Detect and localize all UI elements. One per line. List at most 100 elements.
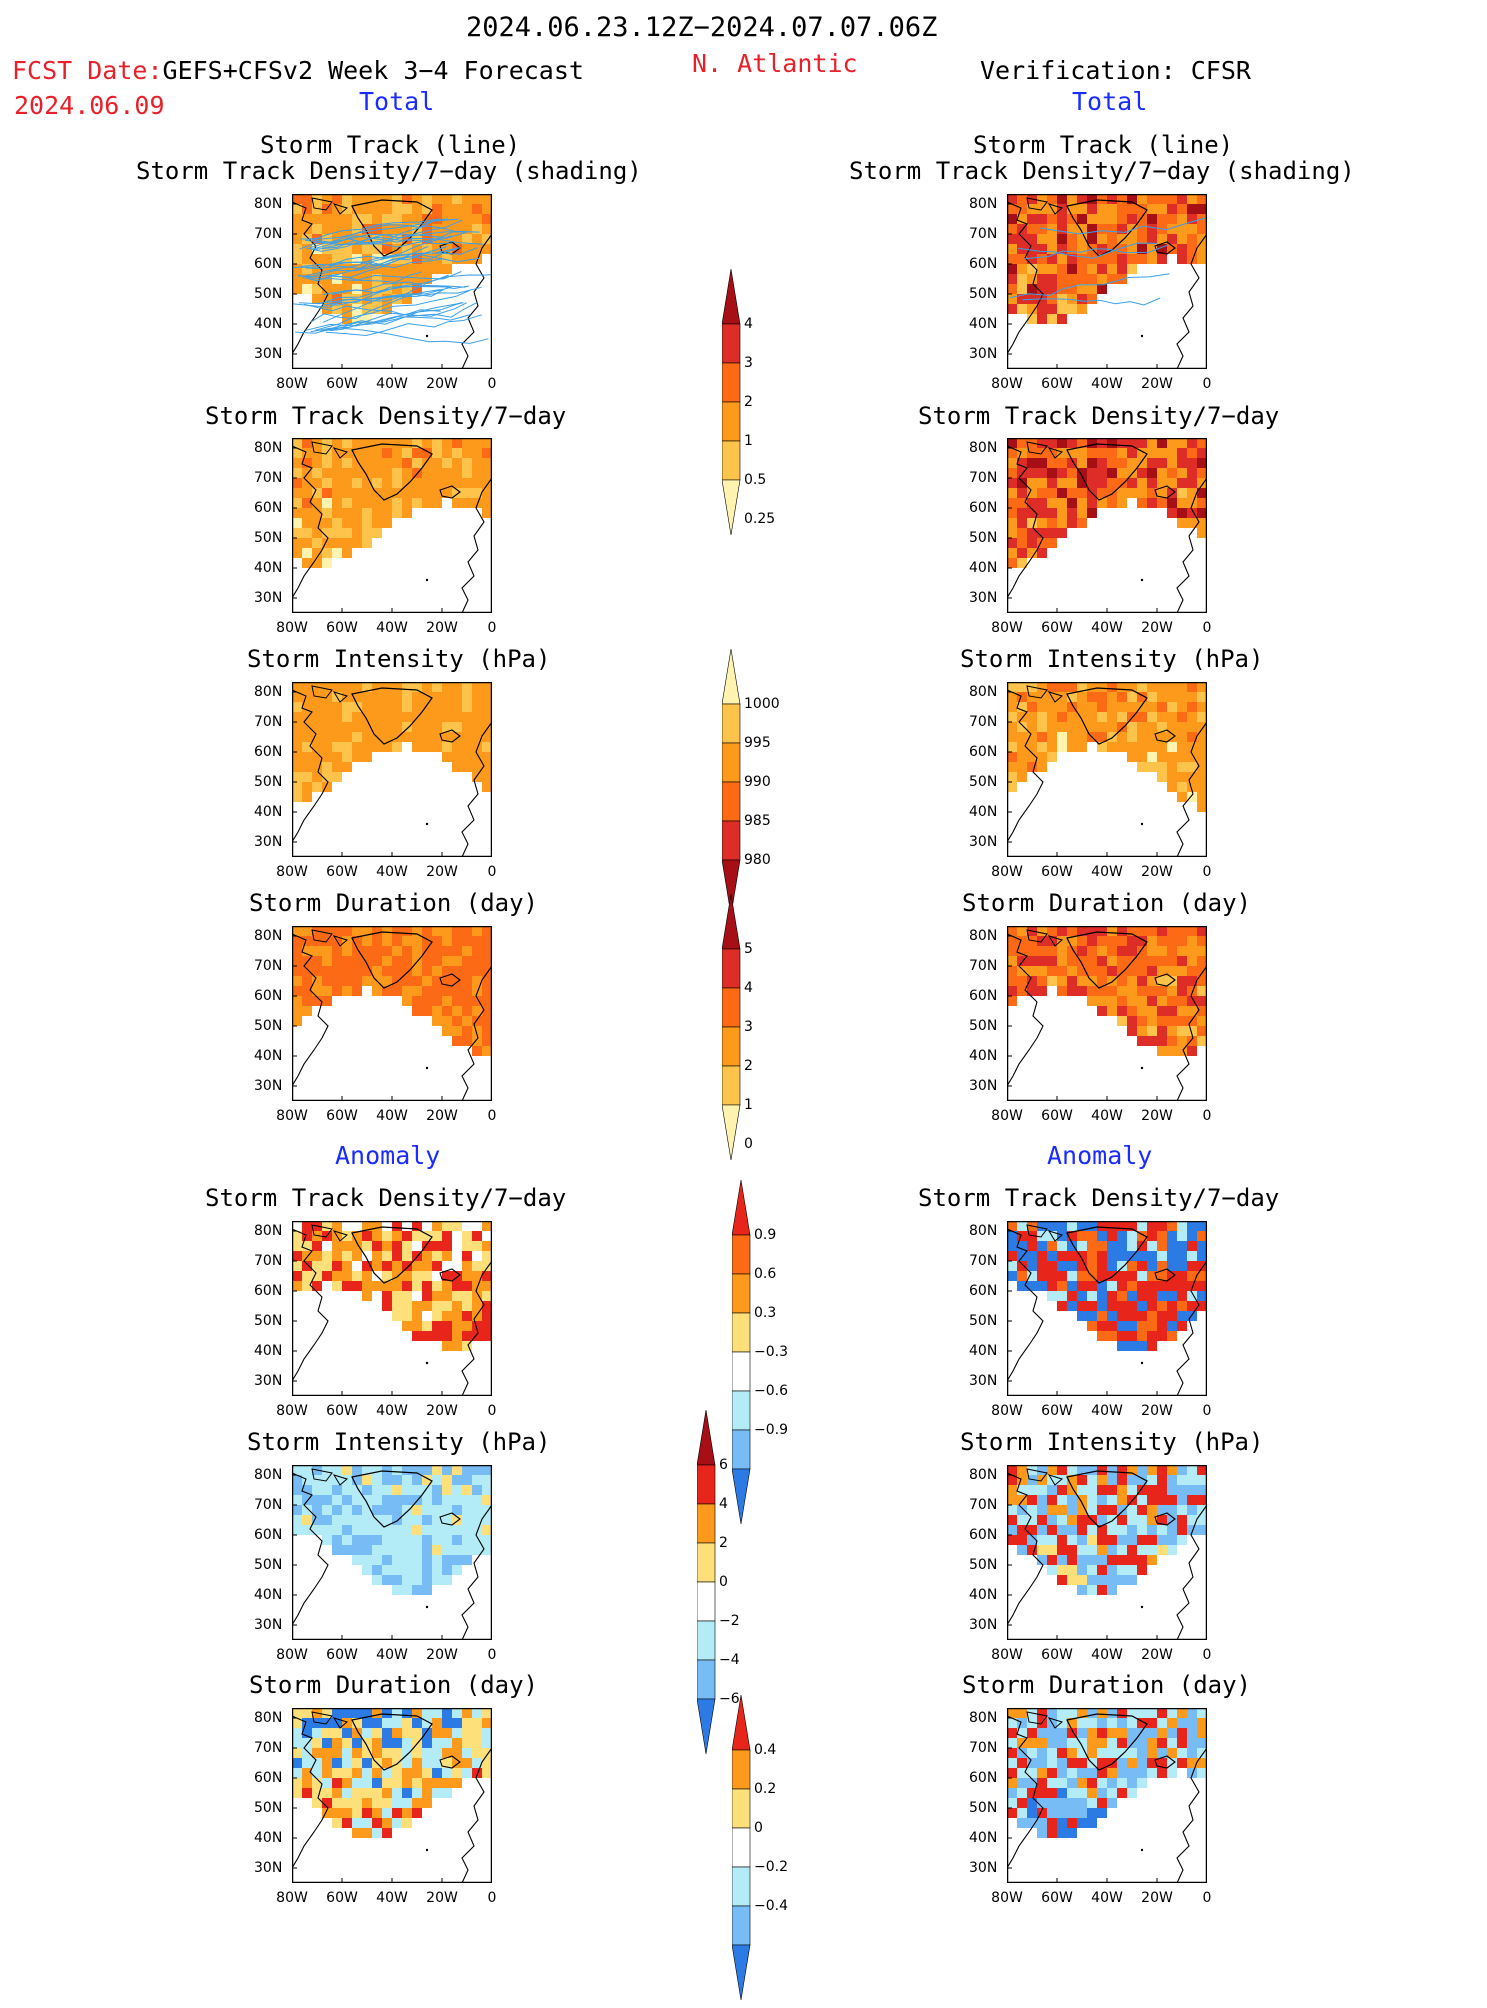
colorbar-label: 0	[754, 1820, 763, 1836]
lat-label: 60N	[254, 1527, 283, 1543]
lat-label: 30N	[254, 1078, 283, 1094]
lat-label: 80N	[254, 1223, 283, 1239]
colorbar-label: −2	[719, 1613, 740, 1629]
lon-label: 20W	[1141, 1647, 1173, 1663]
colorbar-label: 3	[744, 1019, 753, 1035]
colorbar-duration-anom: 0.4 0.2 0 −0.2 −0.4	[731, 1691, 788, 2008]
lon-label: 80W	[991, 1647, 1023, 1663]
colorbar-label: 0.4	[754, 1742, 777, 1758]
colorbar-label: 1000	[744, 696, 780, 712]
lat-label: 40N	[254, 1587, 283, 1603]
lat-label: 30N	[254, 590, 283, 606]
lat-label: 30N	[254, 1860, 283, 1876]
lat-label: 50N	[969, 1018, 998, 1034]
lon-label: 20W	[1141, 1108, 1173, 1124]
lat-label: 30N	[254, 346, 283, 362]
lon-label: 0	[1202, 376, 1212, 392]
lon-label: 0	[487, 376, 497, 392]
title-density-right: Storm Track Density/7−day	[918, 402, 1280, 430]
lat-label: 60N	[969, 1527, 998, 1543]
colorbar-svg	[721, 648, 741, 916]
colorbar-label: 0.9	[754, 1227, 777, 1243]
lat-label: 70N	[254, 1740, 283, 1756]
region-label: N. Atlantic	[692, 49, 858, 78]
colorbar-duration-total: 5 4 3 2 1 0	[721, 890, 762, 1168]
fcst-label: FCST Date:	[12, 56, 163, 85]
date-range-title: 2024.06.23.12Z−2024.07.07.06Z	[466, 12, 938, 43]
lat-label: 50N	[254, 286, 283, 302]
lon-label: 40W	[1091, 1403, 1123, 1419]
colorbar-label: 980	[744, 852, 771, 868]
title-duration-left: Storm Duration (day)	[249, 889, 538, 917]
colorbar-svg	[721, 893, 741, 1161]
lat-label: 40N	[254, 316, 283, 332]
lon-label: 60W	[1041, 376, 1073, 392]
lon-label: 20W	[426, 864, 458, 880]
lon-label: 20W	[426, 376, 458, 392]
colorbar-svg	[731, 1179, 751, 1525]
lat-label: 50N	[969, 1800, 998, 1816]
title-intensity-anom-left: Storm Intensity (hPa)	[247, 1428, 551, 1456]
title-track-shading-right: Storm Track Density/7−day (shading)	[849, 157, 1355, 185]
map-canvas	[1007, 194, 1207, 369]
lat-label: 30N	[969, 1860, 998, 1876]
lon-label: 80W	[991, 376, 1023, 392]
title-duration-anom-right: Storm Duration (day)	[962, 1671, 1251, 1699]
lat-label: 50N	[969, 530, 998, 546]
map-density-anom-right: 80N 70N 60N 50N 40N 30N 80W 60W 40W 20W 0	[969, 1221, 1211, 1419]
lat-label: 60N	[254, 1770, 283, 1786]
map-intensity-anom-right: 80N 70N 60N 50N 40N 30N 80W 60W 40W 20W 0	[969, 1465, 1211, 1663]
lat-label: 40N	[969, 1343, 998, 1359]
section-anomaly-left: Anomaly	[335, 1141, 441, 1170]
lat-label: 70N	[254, 714, 283, 730]
lat-label: 70N	[254, 1253, 283, 1269]
lon-label: 60W	[326, 376, 358, 392]
lon-label: 0	[487, 620, 497, 636]
lat-label: 80N	[969, 1710, 998, 1726]
lat-label: 80N	[254, 196, 283, 212]
map-density-left: 80N 70N 60N 50N 40N 30N 80W 60W 40W 20W 0	[254, 438, 496, 636]
colorbar-density-anom: 0.9 0.6 0.3 −0.3 −0.6 −0.9	[731, 1176, 788, 1532]
lat-label: 60N	[254, 500, 283, 516]
lon-label: 40W	[376, 620, 408, 636]
map-canvas	[292, 1465, 492, 1640]
lat-label: 60N	[969, 256, 998, 272]
colorbar-label: −6	[719, 1691, 740, 1707]
lat-label: 60N	[254, 1283, 283, 1299]
lon-label: 0	[487, 1647, 497, 1663]
lon-label: 60W	[1041, 1403, 1073, 1419]
colorbar-label: 0.5	[744, 472, 767, 488]
fcst-product: GEFS+CFSv2 Week 3−4 Forecast	[162, 56, 584, 85]
lon-label: 80W	[276, 376, 308, 392]
lat-label: 30N	[969, 1617, 998, 1633]
colorbar-label: 0.25	[744, 511, 776, 527]
title-density-anom-left: Storm Track Density/7−day	[205, 1184, 567, 1212]
colorbar-label: 0	[719, 1574, 728, 1590]
lat-label: 30N	[254, 834, 283, 850]
lon-label: 20W	[1141, 620, 1173, 636]
lon-label: 20W	[426, 620, 458, 636]
lon-label: 60W	[326, 1108, 358, 1124]
colorbar-label: 1	[744, 1097, 753, 1113]
colorbar-label: −0.2	[754, 1859, 788, 1875]
colorbar-intensity-anom: 6 4 2 0 −2 −4 −6	[696, 1406, 740, 1762]
colorbar-label: 1	[744, 433, 753, 449]
lat-label: 80N	[969, 928, 998, 944]
verification-label: Verification: CFSR	[980, 56, 1251, 85]
map-intensity-right: 80N 70N 60N 50N 40N 30N 80W 60W 40W 20W 0	[969, 682, 1211, 880]
lat-label: 50N	[254, 1557, 283, 1573]
section-anomaly-right: Anomaly	[1047, 1141, 1153, 1170]
lat-label: 70N	[969, 714, 998, 730]
colorbar-label: −0.4	[754, 1898, 788, 1914]
colorbar-svg	[696, 1409, 716, 1755]
lat-label: 40N	[969, 1048, 998, 1064]
lon-label: 80W	[991, 1403, 1023, 1419]
lat-label: 40N	[969, 560, 998, 576]
lat-label: 50N	[969, 774, 998, 790]
lon-label: 80W	[991, 1108, 1023, 1124]
map-duration-anom-left: 80N 70N 60N 50N 40N 30N 80W 60W 40W 20W 0	[254, 1708, 496, 1906]
colorbar-label: 4	[744, 316, 753, 332]
lon-label: 60W	[326, 1647, 358, 1663]
lon-label: 60W	[326, 620, 358, 636]
lat-label: 30N	[254, 1617, 283, 1633]
